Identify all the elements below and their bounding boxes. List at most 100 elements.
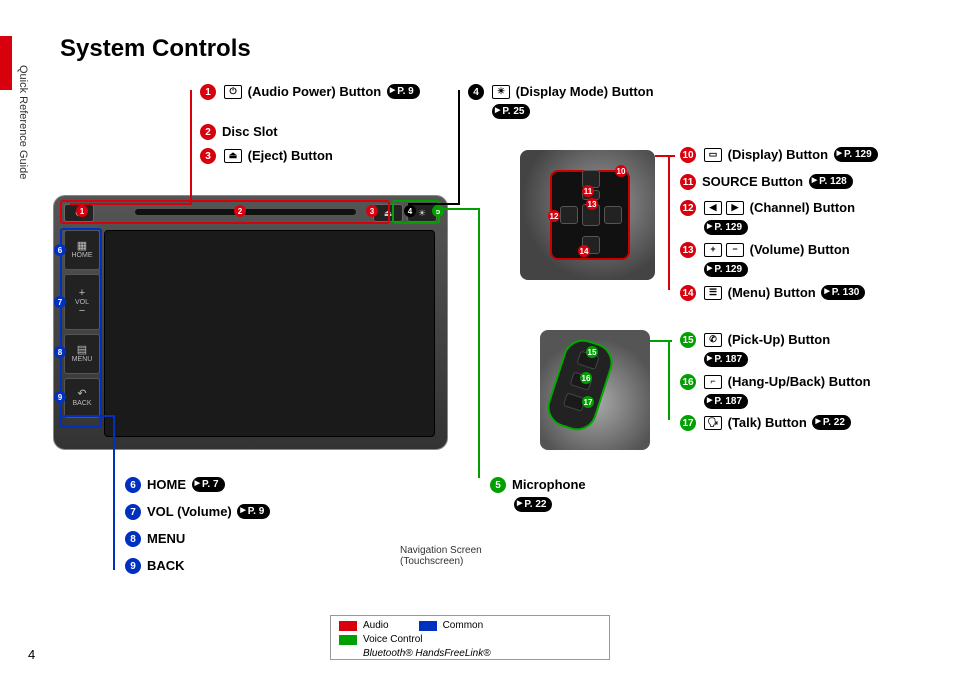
callout-6: HOME P. 7	[147, 475, 225, 495]
w-right	[604, 206, 622, 224]
right-icon: ▶	[726, 201, 744, 215]
callout-11: SOURCE Button P. 128	[702, 172, 853, 192]
marker-14: 14	[680, 285, 696, 301]
manual-page: Quick Reference Guide System Controls 4 …	[0, 0, 954, 674]
page-ref: P. 25	[492, 104, 530, 119]
side-label: Quick Reference Guide	[17, 65, 29, 179]
marker-4: 4	[468, 84, 484, 100]
page-ref: P. 187	[704, 352, 748, 367]
leader-red-h	[70, 203, 192, 205]
minus-icon: −	[726, 243, 744, 257]
touchscreen	[104, 230, 435, 437]
page-ref: P. 128	[809, 174, 853, 189]
marker-10: 10	[680, 147, 696, 163]
callout-14: ☰ (Menu) Button P. 130	[702, 283, 865, 303]
callout-4: ☀ (Display Mode) Button P. 25	[490, 82, 668, 121]
page-ref: P. 129	[704, 262, 748, 277]
um8: 8	[54, 346, 66, 358]
pickup-icon: ✆	[704, 333, 722, 347]
power-icon: ⏻	[224, 85, 242, 99]
um1: 1	[76, 205, 88, 217]
section-tab	[0, 36, 12, 90]
legend-voice: Voice Control	[363, 634, 422, 645]
leader-red10	[655, 155, 675, 157]
brightness-icon: ☀	[492, 85, 510, 99]
leader-blue-h	[60, 415, 115, 417]
marker-13: 13	[680, 242, 696, 258]
marker-1: 1	[200, 84, 216, 100]
marker-8: 8	[125, 531, 141, 547]
callout-7: VOL (Volume) P. 9	[147, 502, 270, 522]
marker-5: 5	[490, 477, 506, 493]
swatch-audio	[339, 621, 357, 631]
legend: Audio Common Voice Control Bluetooth® Ha…	[330, 615, 610, 660]
nav-note: Navigation Screen(Touchscreen)	[400, 545, 482, 567]
steering-controls-audio: 10 11 13 12 14	[520, 150, 655, 280]
steering-controls-phone: 15 16 17	[540, 330, 650, 450]
menu-icon: ☰	[704, 286, 722, 300]
marker-17: 17	[680, 415, 696, 431]
eject-icon: ⏏	[224, 149, 242, 163]
leader-g15v	[668, 340, 670, 420]
callout-9: BACK	[147, 556, 185, 576]
callout-8: MENU	[147, 529, 185, 549]
um4: 4	[404, 205, 416, 217]
um6: 6	[54, 244, 66, 256]
page-ref: P. 9	[387, 84, 420, 99]
page-ref: P. 129	[704, 220, 748, 235]
um2: 2	[234, 205, 246, 217]
page-ref: P. 130	[821, 285, 865, 300]
marker-3: 3	[200, 148, 216, 164]
swatch-common	[419, 621, 437, 631]
um7: 7	[54, 296, 66, 308]
callout-15: ✆ (Pick-Up) Button P. 187	[702, 330, 830, 369]
w-left	[560, 206, 578, 224]
display-icon: ▭	[704, 148, 722, 162]
page-ref: P. 187	[704, 394, 748, 409]
callout-5: Microphone P. 22	[512, 475, 586, 514]
leader-black-v	[458, 90, 460, 205]
swatch-voice	[339, 635, 357, 645]
plus-icon: +	[704, 243, 722, 257]
page-ref: P. 129	[834, 147, 878, 162]
phone-strip	[542, 334, 617, 435]
marker-15: 15	[680, 332, 696, 348]
page-title: System Controls	[60, 35, 251, 63]
callout-2: Disc Slot	[222, 122, 278, 142]
callout-10: ▭ (Display) Button P. 129	[702, 145, 878, 165]
page-ref: P. 22	[514, 497, 552, 512]
marker-11: 11	[680, 174, 696, 190]
callout-1: ⏻ (Audio Power) Button P. 9	[222, 82, 420, 102]
marker-2: 2	[200, 124, 216, 140]
hangup-icon: ⌐	[704, 375, 722, 389]
legend-common: Common	[443, 620, 484, 631]
page-number: 4	[28, 647, 35, 662]
leader-black-h	[408, 203, 460, 205]
legend-audio: Audio	[363, 620, 389, 631]
um3: 3	[366, 205, 378, 217]
leader-red10v	[668, 155, 670, 290]
talk-icon: 🗣	[704, 416, 722, 430]
callout-13: +− (Volume) Button P. 129	[702, 240, 850, 279]
legend-voice-sub: Bluetooth® HandsFreeLink®	[363, 648, 491, 659]
page-ref: P. 22	[812, 415, 850, 430]
head-unit: ⏻ ⏏ ☀ ▦HOME +VOL− ▤MENU ↶BACK 1 2 3 4 5 …	[53, 195, 448, 450]
um9: 9	[54, 391, 66, 403]
marker-9: 9	[125, 558, 141, 574]
marker-12: 12	[680, 200, 696, 216]
callout-16: ⌐ (Hang-Up/Back) Button P. 187	[702, 372, 910, 411]
leader-green-h	[434, 208, 480, 210]
common-frame	[60, 228, 102, 428]
left-icon: ◀	[704, 201, 722, 215]
um5: 5	[432, 205, 444, 217]
leader-red-v	[190, 90, 192, 205]
marker-16: 16	[680, 374, 696, 390]
wheel-pad	[550, 170, 630, 260]
page-ref: P. 9	[237, 504, 270, 519]
callout-12: ◀▶ (Channel) Button P. 129	[702, 198, 855, 237]
callout-17: 🗣 (Talk) Button P. 22	[702, 413, 851, 433]
marker-6: 6	[125, 477, 141, 493]
page-ref: P. 7	[192, 477, 225, 492]
leader-blue-v	[113, 415, 115, 570]
callout-3: ⏏ (Eject) Button	[222, 146, 333, 166]
